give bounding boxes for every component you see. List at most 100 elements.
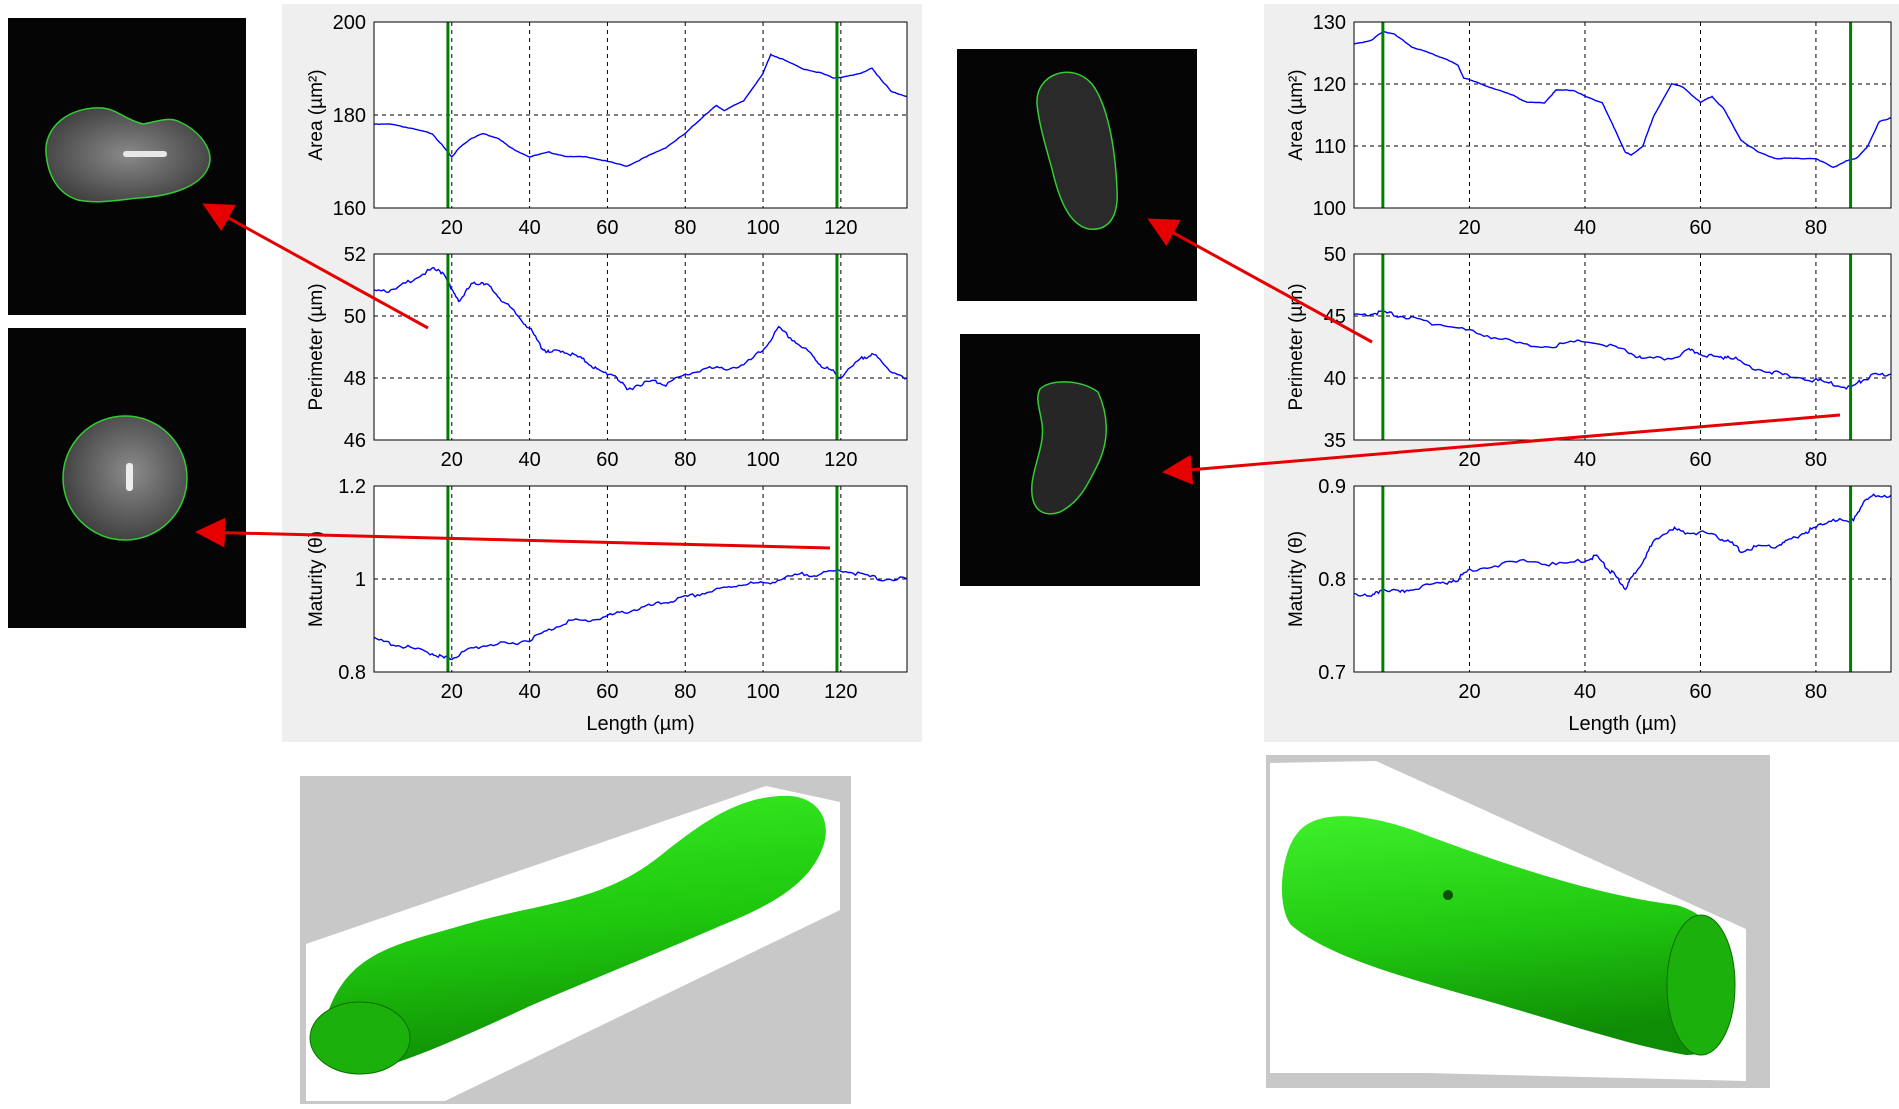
plot-frame: [1353, 485, 1892, 673]
x-axis-title: Length (µm): [1568, 713, 1676, 735]
x-tick-label: 60: [596, 449, 618, 471]
x-axis-title: Length (µm): [586, 713, 694, 735]
cell-contour-right-bottom: [1031, 381, 1107, 515]
y-tick-label: 180: [333, 105, 366, 127]
y-tick-label: 0.8: [338, 662, 366, 684]
chart-left-maturity: 20 40 60 80 100 120 0.8 1 1.2 Maturity (θ) Length …: [306, 476, 908, 735]
x-tick-label: 20: [1458, 217, 1480, 239]
chart-right-area: 20 40 60 80 100 110 120 130 Area (µm²): [1286, 12, 1892, 239]
chart-left-perimeter: 20 40 60 80 100 120 46 48 50 52 Perimeter (µm): [306, 244, 908, 471]
chart-right-maturity: 20 40 60 80 0.7 0.8 0.9 Maturity (θ) Length (µm): [1286, 476, 1892, 735]
x-tick-label: 60: [596, 217, 618, 239]
chart-left-area: 20 40 60 80 100 120 160 180 200 Area (µm²): [306, 12, 908, 239]
x-tick-label: 100: [746, 681, 779, 703]
y-tick-label: 1: [355, 569, 366, 591]
y-tick-label: 50: [344, 306, 366, 328]
y-tick-label: 130: [1313, 12, 1346, 34]
x-tick-label: 100: [746, 449, 779, 471]
x-tick-label: 20: [1458, 449, 1480, 471]
x-tick-label: 80: [1805, 449, 1827, 471]
chart-right-perimeter: 20 40 60 80 35 40 45 50 Perimeter (µm): [1286, 244, 1892, 471]
y-axis-title: Maturity (θ): [1286, 531, 1307, 627]
x-tick-label: 80: [674, 217, 696, 239]
cell-image-left-bottom: [8, 328, 246, 628]
y-tick-label: 46: [344, 430, 366, 452]
y-tick-label: 52: [344, 244, 366, 266]
render-3d-right: [1266, 755, 1770, 1088]
y-axis-title: Perimeter (µm): [306, 283, 327, 410]
y-tick-label: 45: [1324, 306, 1346, 328]
y-tick-label: 0.8: [1318, 569, 1346, 591]
x-tick-label: 40: [1574, 449, 1596, 471]
x-tick-label: 60: [1689, 449, 1711, 471]
x-tick-label: 40: [518, 681, 540, 703]
x-tick-label: 40: [518, 217, 540, 239]
plot-area: [1354, 22, 1891, 208]
y-tick-label: 50: [1324, 244, 1346, 266]
y-axis-title: Perimeter (µm): [1286, 283, 1307, 410]
x-tick-label: 80: [1805, 681, 1827, 703]
y-axis-title: Area (µm²): [1286, 69, 1307, 160]
x-tick-label: 60: [1689, 217, 1711, 239]
x-tick-label: 120: [824, 681, 857, 703]
plot-frame: [1353, 21, 1892, 209]
x-tick-label: 60: [1689, 681, 1711, 703]
cell-image-right-bottom: [960, 334, 1200, 586]
series-line: [373, 53, 908, 167]
y-axis-title: Area (µm²): [306, 69, 327, 160]
surface-dark-spot: [1443, 890, 1453, 900]
tube-surface: [322, 795, 826, 1071]
y-tick-label: 120: [1313, 74, 1346, 96]
series-line: [373, 266, 908, 391]
x-tick-label: 40: [518, 449, 540, 471]
y-tick-label: 160: [333, 198, 366, 220]
y-tick-label: 200: [333, 12, 366, 34]
y-tick-label: 48: [344, 368, 366, 390]
cell-shape-left-bottom: [62, 415, 188, 541]
y-tick-label: 35: [1324, 430, 1346, 452]
cell-shape-right-bottom: [1031, 381, 1107, 515]
plot-frame: [373, 253, 908, 441]
tube-render-left: [306, 786, 840, 1101]
series-line: [1353, 493, 1892, 597]
x-tick-label: 20: [441, 217, 463, 239]
x-tick-label: 80: [1805, 217, 1827, 239]
y-tick-label: 0.9: [1318, 476, 1346, 498]
tube-surface: [1281, 816, 1732, 1055]
cell-shape-left-top: [45, 107, 211, 203]
cell-shape-right-top: [1036, 71, 1118, 230]
plot-area: [1354, 254, 1891, 440]
x-tick-label: 20: [441, 681, 463, 703]
series-line: [1353, 310, 1892, 390]
x-tick-label: 40: [1574, 217, 1596, 239]
y-tick-label: 40: [1324, 368, 1346, 390]
y-axis-title: Maturity (θ): [306, 531, 327, 627]
x-tick-label: 20: [1458, 681, 1480, 703]
series-line: [1353, 30, 1891, 169]
x-tick-label: 120: [824, 449, 857, 471]
render-3d-left: [300, 776, 851, 1104]
x-tick-label: 60: [596, 681, 618, 703]
y-tick-label: 0.7: [1318, 662, 1346, 684]
x-tick-label: 40: [1574, 681, 1596, 703]
plot-area: [374, 254, 907, 440]
x-tick-label: 80: [674, 681, 696, 703]
x-tick-label: 120: [824, 217, 857, 239]
cell-bright-spot: [123, 151, 167, 157]
plot-frame: [373, 21, 908, 209]
cell-bright-spot: [126, 463, 133, 491]
cell-image-left-top: [8, 18, 246, 315]
tube-opening: [1666, 914, 1736, 1056]
x-tick-label: 100: [746, 217, 779, 239]
cell-contour-left-bottom: [62, 415, 188, 541]
plot-frame: [373, 485, 908, 673]
tube-render-right: [1270, 761, 1746, 1081]
x-tick-label: 20: [441, 449, 463, 471]
y-tick-label: 110: [1314, 136, 1346, 158]
y-tick-label: 1.2: [338, 476, 366, 498]
tube-opening: [309, 1001, 411, 1075]
cell-contour-right-top: [1036, 71, 1118, 230]
x-tick-label: 80: [674, 449, 696, 471]
y-tick-label: 100: [1313, 198, 1346, 220]
